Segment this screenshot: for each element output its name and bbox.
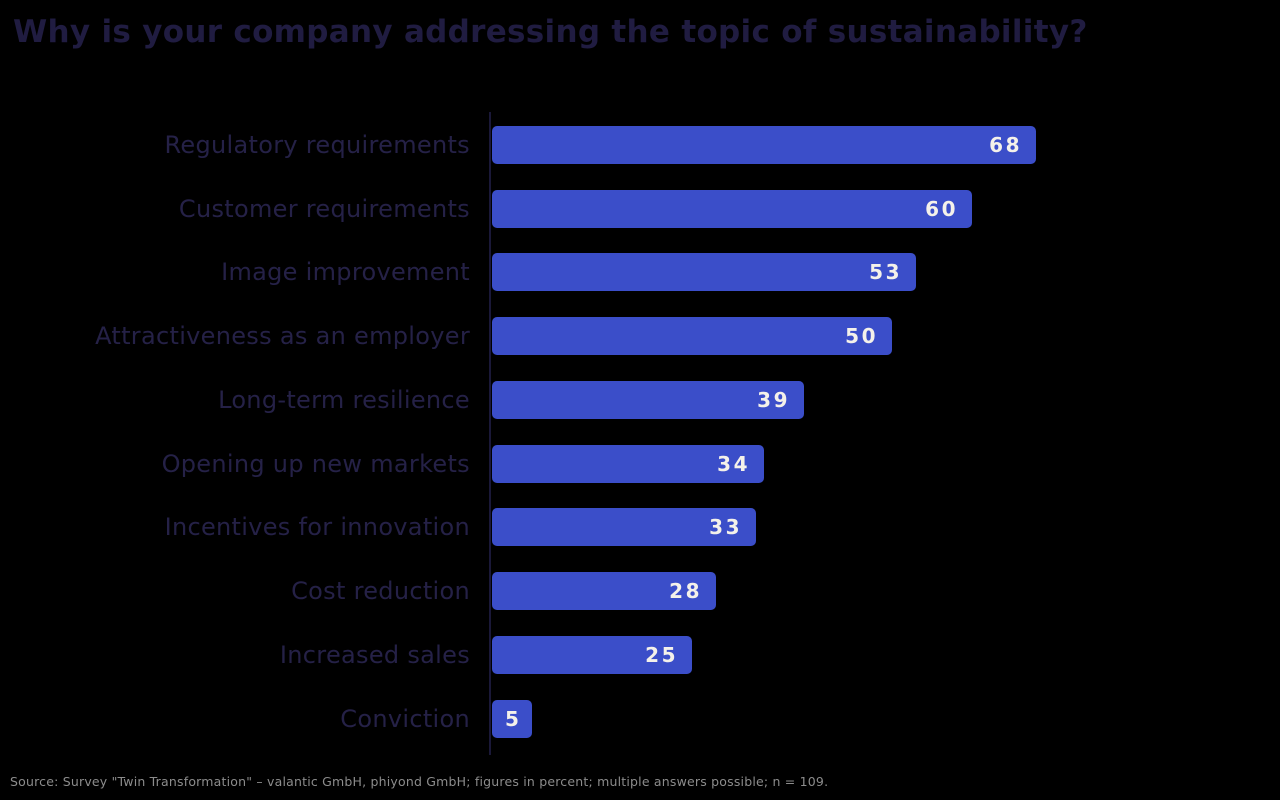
- bar-track: 53: [492, 253, 1280, 292]
- source-note: Source: Survey "Twin Transformation" – v…: [10, 774, 829, 789]
- value-label: 68: [989, 132, 1022, 157]
- bar: 60: [492, 189, 972, 228]
- bar-track: 33: [492, 508, 1280, 547]
- bar-track: 68: [492, 125, 1280, 164]
- category-label: Conviction: [340, 704, 470, 733]
- bar-track: 25: [492, 635, 1280, 674]
- bar-row: Customer requirements 60: [0, 177, 1280, 241]
- category-label: Long-term resilience: [218, 385, 470, 414]
- value-label: 25: [645, 642, 678, 667]
- bar-rows: Regulatory requirements 68 Customer requir…: [0, 113, 1280, 751]
- value-label: 53: [869, 260, 902, 285]
- value-label: 5: [505, 706, 519, 731]
- bar-track: 39: [492, 380, 1280, 419]
- value-label: 33: [709, 515, 742, 540]
- bar: 34: [492, 444, 764, 483]
- bar: 50: [492, 317, 892, 356]
- bar-track: 50: [492, 317, 1280, 356]
- category-label: Image improvement: [221, 258, 470, 287]
- bar: 39: [492, 380, 804, 419]
- value-label: 39: [757, 387, 790, 412]
- category-label: Attractiveness as an employer: [95, 322, 470, 351]
- category-label: Cost reduction: [291, 577, 470, 606]
- bar-row: Increased sales 25: [0, 623, 1280, 687]
- bar: 5: [492, 699, 532, 738]
- bar-row: Regulatory requirements 68: [0, 113, 1280, 177]
- y-axis-line: [489, 112, 491, 755]
- value-label: 50: [845, 324, 878, 349]
- bar: 53: [492, 253, 916, 292]
- bar-track: 60: [492, 189, 1280, 228]
- category-label: Regulatory requirements: [164, 130, 470, 159]
- bar-row: Image improvement 53: [0, 241, 1280, 305]
- bar-row: Conviction 5: [0, 687, 1280, 751]
- bar: 28: [492, 572, 716, 611]
- category-label: Increased sales: [279, 640, 470, 669]
- bar-track: 34: [492, 444, 1280, 483]
- bar-track: 28: [492, 572, 1280, 611]
- category-label: Customer requirements: [178, 194, 470, 223]
- category-label: Opening up new markets: [161, 449, 470, 478]
- bar: 33: [492, 508, 756, 547]
- bar-row: Opening up new markets 34: [0, 432, 1280, 496]
- bar-row: Attractiveness as an employer 50: [0, 304, 1280, 368]
- value-label: 28: [669, 579, 702, 604]
- value-label: 60: [925, 196, 958, 221]
- bar-row: Incentives for innovation 33: [0, 496, 1280, 560]
- bar-track: 5: [492, 699, 1280, 738]
- chart-title: Why is your company addressing the topic…: [13, 14, 1088, 50]
- category-label: Incentives for innovation: [164, 513, 470, 542]
- bar-row: Cost reduction 28: [0, 559, 1280, 623]
- bar: 25: [492, 635, 692, 674]
- value-label: 34: [717, 451, 750, 476]
- bar: 68: [492, 125, 1036, 164]
- bar-row: Long-term resilience 39: [0, 368, 1280, 432]
